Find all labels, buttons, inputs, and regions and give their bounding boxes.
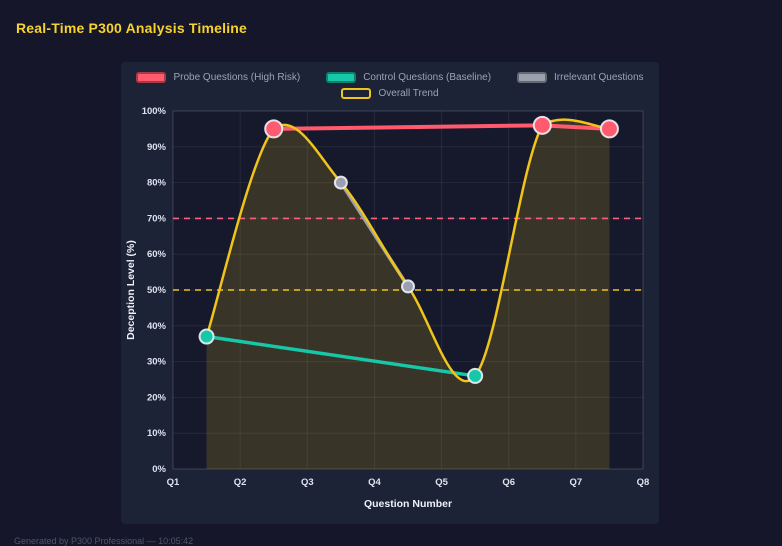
svg-text:60%: 60% [147, 249, 167, 260]
timeline-chart: Q1 Q2 Q3 Q4 Q5 Q6 Q7 Q8 0% 10% 20% 30% 40% 50% 60% 70% 8… [121, 101, 659, 513]
legend-item-probe[interactable]: Probe Questions (High Risk) [136, 72, 300, 83]
svg-text:Question Number: Question Number [364, 498, 452, 510]
svg-text:100%: 100% [142, 106, 167, 117]
legend-swatch-trend [341, 88, 372, 99]
svg-text:40%: 40% [147, 321, 167, 332]
legend-swatch-probe [136, 72, 167, 83]
svg-text:90%: 90% [147, 142, 167, 153]
chart-panel: Probe Questions (High Risk) Control Ques… [121, 62, 659, 524]
legend-label-irrelevant: Irrelevant Questions [554, 72, 644, 83]
legend-item-irrelevant[interactable]: Irrelevant Questions [517, 72, 644, 83]
svg-text:50%: 50% [147, 285, 167, 296]
svg-text:70%: 70% [147, 213, 167, 224]
page-title: Real-Time P300 Analysis Timeline [16, 20, 248, 36]
svg-text:20%: 20% [147, 392, 167, 403]
legend-label-probe: Probe Questions (High Risk) [173, 72, 301, 83]
timeline-chart-svg: Q1 Q2 Q3 Q4 Q5 Q6 Q7 Q8 0% 10% 20% 30% 40% 50% 60% 70% 8… [125, 106, 650, 510]
chart-legend: Probe Questions (High Risk) Control Ques… [121, 62, 659, 99]
legend-label-control: Control Questions (Baseline) [363, 72, 492, 83]
svg-text:80%: 80% [147, 178, 167, 189]
svg-text:10%: 10% [147, 428, 167, 439]
svg-text:0%: 0% [152, 464, 166, 475]
svg-text:Q2: Q2 [234, 477, 247, 488]
legend-row-2: Overall Trend [341, 88, 439, 99]
legend-swatch-control [326, 72, 357, 83]
svg-text:Q7: Q7 [570, 477, 583, 488]
svg-text:30%: 30% [147, 357, 167, 368]
legend-item-control[interactable]: Control Questions (Baseline) [326, 72, 491, 83]
svg-text:Q1: Q1 [167, 477, 180, 488]
legend-row-1: Probe Questions (High Risk) Control Ques… [136, 72, 644, 83]
svg-text:Q4: Q4 [368, 477, 381, 488]
legend-item-trend[interactable]: Overall Trend [341, 88, 439, 99]
legend-label-trend: Overall Trend [378, 88, 439, 99]
footer-note: Generated by P300 Professional — 10:05:4… [14, 536, 194, 546]
svg-text:Q3: Q3 [301, 477, 314, 488]
svg-text:Q5: Q5 [435, 477, 448, 488]
svg-text:Deception Level (%): Deception Level (%) [125, 240, 137, 340]
legend-swatch-irrelevant [517, 72, 548, 83]
svg-text:Q6: Q6 [502, 477, 515, 488]
svg-text:Q8: Q8 [637, 477, 650, 488]
